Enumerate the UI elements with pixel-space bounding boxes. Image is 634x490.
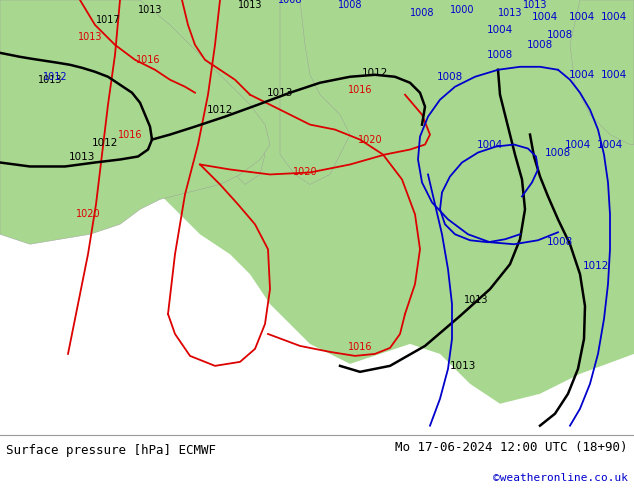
Text: Mo 17-06-2024 12:00 UTC (18+90): Mo 17-06-2024 12:00 UTC (18+90) [395, 441, 628, 454]
Text: 1004: 1004 [565, 140, 591, 149]
Text: 1016: 1016 [348, 85, 372, 95]
Text: 1013: 1013 [38, 75, 62, 85]
Polygon shape [570, 0, 634, 145]
Polygon shape [0, 0, 634, 404]
Text: 1013: 1013 [498, 8, 522, 18]
Text: 1004: 1004 [597, 140, 623, 149]
Polygon shape [230, 140, 265, 184]
Text: 1000: 1000 [450, 5, 474, 15]
Polygon shape [0, 80, 55, 124]
Text: 1004: 1004 [532, 12, 558, 22]
Text: 1013: 1013 [463, 295, 488, 305]
Text: 1013: 1013 [450, 361, 476, 371]
Polygon shape [0, 0, 270, 244]
Text: 1017: 1017 [96, 15, 120, 25]
Text: 1004: 1004 [601, 12, 627, 22]
Text: 1020: 1020 [358, 135, 382, 145]
Text: 1016: 1016 [118, 129, 142, 140]
Text: 1012: 1012 [92, 138, 118, 147]
Text: 1013: 1013 [523, 0, 547, 10]
Text: 1008: 1008 [547, 237, 573, 247]
Text: 1008: 1008 [437, 72, 463, 82]
Text: 1020: 1020 [293, 168, 317, 177]
Text: 1004: 1004 [601, 70, 627, 80]
Text: 1013: 1013 [238, 0, 262, 10]
Text: 1012: 1012 [362, 68, 388, 78]
Text: 1008: 1008 [410, 8, 434, 18]
Text: 1020: 1020 [75, 209, 100, 220]
Text: 1013: 1013 [267, 88, 293, 98]
Text: 1004: 1004 [477, 140, 503, 149]
Text: 1012: 1012 [42, 72, 67, 82]
Polygon shape [280, 0, 350, 184]
Text: 1008: 1008 [487, 50, 513, 60]
Text: 1004: 1004 [569, 12, 595, 22]
Text: 1008: 1008 [547, 30, 573, 40]
Text: 1004: 1004 [569, 70, 595, 80]
Text: 1012: 1012 [583, 261, 609, 271]
Text: 1016: 1016 [136, 55, 160, 65]
Text: 1008: 1008 [338, 0, 362, 10]
Text: 1013: 1013 [78, 32, 102, 42]
Text: 1008: 1008 [527, 40, 553, 50]
Text: 1008: 1008 [278, 0, 302, 5]
Text: ©weatheronline.co.uk: ©weatheronline.co.uk [493, 472, 628, 483]
Text: 1008: 1008 [545, 147, 571, 157]
Text: Surface pressure [hPa] ECMWF: Surface pressure [hPa] ECMWF [6, 444, 216, 457]
Text: 1012: 1012 [207, 105, 233, 115]
Text: 1013: 1013 [138, 5, 162, 15]
Text: 1004: 1004 [487, 25, 513, 35]
Text: 1016: 1016 [348, 342, 372, 352]
Text: 1013: 1013 [69, 151, 95, 162]
